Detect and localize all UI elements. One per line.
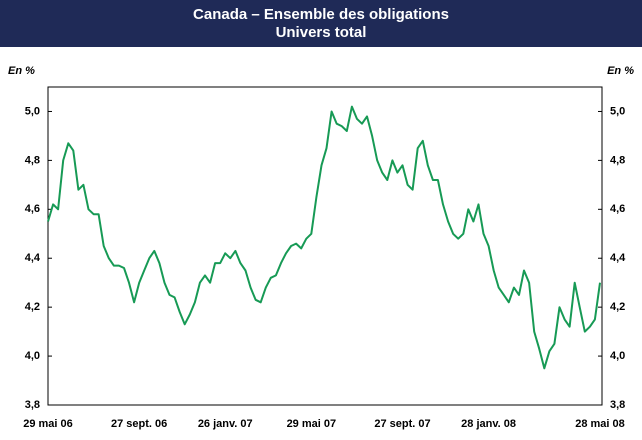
y2-axis-label: En % (607, 65, 634, 77)
x-tick-label: 28 janv. 08 (461, 418, 516, 430)
x-tick-label: 27 sept. 06 (111, 418, 167, 430)
chart-title: Canada – Ensemble des obligations (193, 6, 449, 23)
plot-frame (47, 86, 603, 406)
y-tick-label: 4,2 (25, 301, 40, 313)
title-band (0, 0, 642, 47)
y-tick-label: 4,0 (25, 350, 40, 362)
chart-subtitle: Univers total (276, 24, 367, 41)
y2-tick-label: 4,6 (610, 203, 625, 215)
y-tick-label: 4,8 (25, 154, 40, 166)
y2-tick-label: 3,8 (610, 399, 625, 411)
y-tick-label: 5,0 (25, 105, 40, 117)
x-tick-label: 27 sept. 07 (374, 418, 430, 430)
x-tick-label: 26 janv. 07 (198, 418, 253, 430)
y-tick-label: 3,8 (25, 399, 40, 411)
y2-tick-label: 4,4 (610, 252, 626, 264)
data-line (47, 105, 601, 370)
y2-tick-label: 4,2 (610, 301, 625, 313)
y-tick-label: 4,4 (25, 252, 41, 264)
y2-tick-label: 5,0 (610, 105, 625, 117)
y2-tick-label: 4,0 (610, 350, 625, 362)
x-tick-label: 29 mai 07 (287, 418, 337, 430)
y2-tick-label: 4,8 (610, 154, 625, 166)
y-tick-label: 4,6 (25, 203, 40, 215)
y-axis-label: En % (8, 65, 35, 77)
x-tick-label: 29 mai 06 (23, 418, 73, 430)
x-tick-label: 28 mai 08 (575, 418, 625, 430)
